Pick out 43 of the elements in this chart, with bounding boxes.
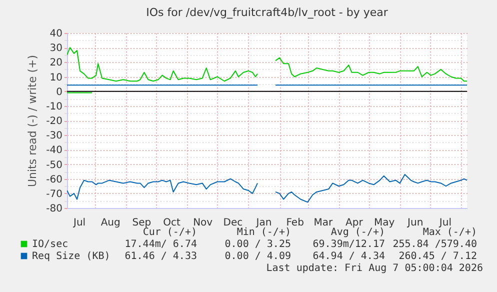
x-tick-label: Sep xyxy=(132,218,152,228)
text: Avg (-/+) xyxy=(330,227,385,238)
text: 260.45 / 7.12 xyxy=(398,251,477,262)
text: Cur (-/+) xyxy=(142,227,197,238)
text: 17.44m/ 6.74 xyxy=(124,239,197,250)
x-tick-label: Mar xyxy=(314,218,334,228)
text: 255.84 /579.40 xyxy=(392,239,477,250)
y-tick-label: -50 xyxy=(46,160,62,171)
y-tick-label: 30 xyxy=(50,43,62,54)
y-tick-label: -20 xyxy=(46,116,62,127)
y-tick-label: -10 xyxy=(46,101,62,112)
x-tick-label: Nov xyxy=(193,218,213,228)
chart-title: IOs for /dev/vg_fruitcraft4b/lv_root - by year xyxy=(146,6,388,19)
text: 64.94 / 4.34 xyxy=(312,251,385,262)
x-tick-label: Apr xyxy=(346,218,364,228)
y-tick-label: 20 xyxy=(50,58,62,69)
text: 61.46 / 4.33 xyxy=(124,251,197,262)
y-tick-label: -80 xyxy=(46,204,62,214)
text: Max (-/+) xyxy=(422,227,477,238)
y-tick-label: -30 xyxy=(46,130,62,142)
x-tick-label: Oct xyxy=(163,218,180,228)
y-tick-label: -60 xyxy=(46,174,62,186)
legend-label: Req Size (KB) xyxy=(32,251,110,262)
y-tick-label: -40 xyxy=(46,145,62,156)
text: Min (-/+) xyxy=(236,227,291,238)
y-tick-label: 40 xyxy=(50,28,62,40)
x-tick-label: Jul xyxy=(438,218,452,228)
text: Last update: Fri Aug 7 05:00:04 2026 xyxy=(266,263,483,274)
x-tick-label: Jun xyxy=(406,218,424,228)
x-tick-label: Dec xyxy=(223,218,243,228)
x-tick-label: May xyxy=(374,218,395,228)
text: 0.00 / 3.25 xyxy=(224,239,291,250)
x-tick-label: Feb xyxy=(286,218,304,228)
y-axis-title: Units read (-) / write (+) xyxy=(26,54,40,188)
y-tick-label: 10 xyxy=(50,72,62,84)
y-tick-label: 0 xyxy=(56,86,62,98)
legend-label: IO/sec xyxy=(32,239,68,250)
x-tick-label: Aug xyxy=(100,218,120,228)
x-tick-label: Jul xyxy=(72,218,86,228)
text: 69.39m/12.17 xyxy=(312,239,385,250)
y-tick-label: -70 xyxy=(46,188,62,200)
text: 0.00 / 4.09 xyxy=(224,251,291,262)
x-tick-label: Jan xyxy=(255,218,272,228)
